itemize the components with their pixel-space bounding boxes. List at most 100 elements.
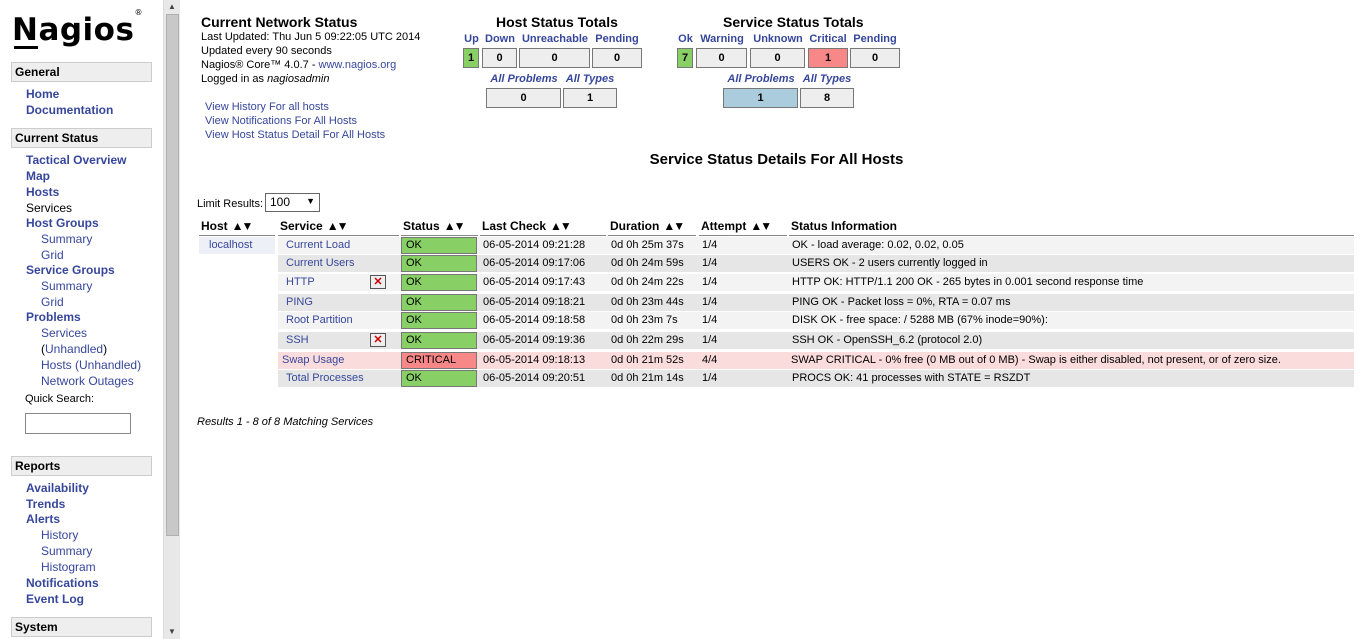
service-all-problems-count[interactable]: 1: [723, 88, 798, 108]
nav-problems-hosts-unhandled[interactable]: Hosts (Unhandled): [41, 358, 142, 372]
service-ok-count[interactable]: 7: [677, 48, 693, 68]
scroll-down-icon[interactable]: ▼: [168, 627, 176, 636]
row-last-check: 06-05-2014 09:17:06: [483, 257, 586, 269]
nav-problems-services-unhandled[interactable]: (Unhandled): [41, 342, 108, 356]
service-critical-count[interactable]: 1: [808, 48, 848, 68]
nagios-website-link[interactable]: www.nagios.org: [318, 59, 397, 71]
nav-host-groups[interactable]: Host Groups: [26, 216, 99, 230]
host-down-label[interactable]: Down: [485, 33, 515, 45]
nav-tactical-overview[interactable]: Tactical Overview: [26, 153, 127, 167]
host-down-count[interactable]: 0: [482, 48, 517, 68]
host-all-problems-label[interactable]: All Problems: [490, 73, 558, 85]
sidebar: Nagios® General Home Documentation Curre…: [0, 0, 163, 639]
sort-arrows-icon[interactable]: ▲▼: [663, 219, 685, 233]
nav-host-groups-summary[interactable]: Summary: [41, 232, 93, 246]
quick-search-label: Quick Search:: [25, 393, 95, 405]
row-service-link[interactable]: SSH: [286, 334, 309, 346]
service-unknown-count[interactable]: 0: [750, 48, 805, 68]
sort-arrows-icon[interactable]: ▲▼: [231, 219, 254, 233]
nav-problems[interactable]: Problems: [26, 310, 81, 324]
link-view-host-status[interactable]: View Host Status Detail For All Hosts: [205, 129, 386, 141]
service-critical-label[interactable]: Critical: [809, 33, 847, 45]
row-service-link[interactable]: Swap Usage: [282, 354, 345, 366]
nav-documentation[interactable]: Documentation: [26, 103, 114, 117]
limit-results-select[interactable]: 100 ▼: [265, 193, 320, 212]
sort-arrows-icon[interactable]: ▲▼: [326, 219, 349, 233]
row-host-link[interactable]: localhost: [199, 237, 275, 254]
row-status-badge: OK: [401, 255, 477, 272]
nav-alerts[interactable]: Alerts: [26, 512, 61, 526]
nagios-logo[interactable]: Nagios®: [12, 7, 143, 48]
col-header-last-check: Last Check ▲▼: [480, 219, 606, 236]
table-row: [278, 274, 1354, 291]
host-pending-count[interactable]: 0: [592, 48, 642, 68]
nav-hosts[interactable]: Hosts: [26, 185, 60, 199]
col-header-status: Status ▲▼: [401, 219, 478, 236]
host-unreachable-label[interactable]: Unreachable: [521, 33, 589, 45]
service-unknown-label[interactable]: Unknown: [753, 33, 803, 45]
service-pending-label[interactable]: Pending: [853, 33, 897, 45]
service-all-types-count[interactable]: 8: [800, 88, 854, 108]
row-last-check: 06-05-2014 09:19:36: [483, 334, 586, 346]
row-service-link[interactable]: PING: [286, 296, 313, 308]
nav-services[interactable]: Services: [26, 201, 73, 215]
col-header-service: Service ▲▼: [278, 219, 399, 236]
service-warning-count[interactable]: 0: [696, 48, 747, 68]
host-up-label[interactable]: Up: [464, 33, 479, 45]
row-service-link[interactable]: Current Load: [286, 239, 351, 251]
row-attempt: 1/4: [702, 296, 718, 308]
host-all-types-count[interactable]: 1: [563, 88, 617, 108]
row-attempt: 4/4: [702, 354, 718, 366]
link-view-notifications[interactable]: View Notifications For All Hosts: [205, 115, 358, 127]
sort-arrows-icon[interactable]: ▲▼: [550, 219, 572, 233]
nav-service-groups-grid[interactable]: Grid: [41, 295, 64, 309]
host-pending-label[interactable]: Pending: [595, 33, 639, 45]
sort-arrows-icon[interactable]: ▲▼: [443, 219, 466, 233]
scroll-thumb[interactable]: [166, 14, 179, 536]
nav-alerts-history[interactable]: History: [41, 528, 79, 542]
service-all-types-label[interactable]: All Types: [802, 73, 852, 85]
nav-host-groups-grid[interactable]: Grid: [41, 248, 64, 262]
row-duration: 0d 0h 21m 14s: [611, 372, 684, 384]
notifications-disabled-icon[interactable]: ✕: [370, 275, 386, 289]
row-status-info: SSH OK - OpenSSH_6.2 (protocol 2.0): [792, 334, 983, 346]
row-service-link[interactable]: HTTP: [286, 276, 315, 288]
service-ok-label[interactable]: Ok: [678, 33, 693, 45]
sort-arrows-icon[interactable]: ▲▼: [750, 219, 772, 233]
nav-alerts-histogram[interactable]: Histogram: [41, 560, 96, 574]
host-unreachable-count[interactable]: 0: [519, 48, 590, 68]
nav-map[interactable]: Map: [26, 169, 50, 183]
row-last-check: 06-05-2014 09:18:13: [483, 354, 586, 366]
row-service-link[interactable]: Total Processes: [286, 372, 364, 384]
nav-network-outages[interactable]: Network Outages: [41, 374, 134, 388]
host-all-types-label[interactable]: All Types: [565, 73, 615, 85]
nav-home[interactable]: Home: [26, 87, 60, 101]
quick-search-input[interactable]: [25, 413, 131, 434]
nav-trends[interactable]: Trends: [26, 497, 66, 511]
row-service-link[interactable]: Root Partition: [286, 314, 353, 326]
row-service-link[interactable]: Current Users: [286, 257, 355, 269]
row-duration: 0d 0h 23m 44s: [611, 296, 684, 308]
service-warning-label[interactable]: Warning: [700, 33, 744, 45]
section-current-status-header: Current Status: [11, 128, 152, 148]
scroll-up-icon[interactable]: ▲: [168, 2, 176, 11]
nav-service-groups[interactable]: Service Groups: [26, 263, 115, 277]
row-attempt: 1/4: [702, 257, 718, 269]
row-status-badge: OK: [401, 274, 477, 291]
nav-event-log[interactable]: Event Log: [26, 592, 85, 606]
nav-availability[interactable]: Availability: [26, 481, 89, 495]
nav-notifications[interactable]: Notifications: [26, 576, 99, 590]
nav-problems-services[interactable]: Services: [41, 326, 88, 340]
nav-service-groups-summary[interactable]: Summary: [41, 279, 93, 293]
link-view-history[interactable]: View History For all hosts: [205, 101, 329, 113]
sidebar-scrollbar[interactable]: ▲ ▼: [163, 0, 180, 639]
notifications-disabled-icon[interactable]: ✕: [370, 333, 386, 347]
limit-results-label: Limit Results:: [197, 198, 264, 210]
row-status-badge: OK: [401, 332, 477, 349]
service-all-problems-label[interactable]: All Problems: [727, 73, 795, 85]
last-updated: Last Updated: Thu Jun 5 09:22:05 UTC 201…: [201, 31, 421, 43]
host-up-count[interactable]: 1: [463, 48, 479, 68]
host-all-problems-count[interactable]: 0: [486, 88, 561, 108]
service-pending-count[interactable]: 0: [850, 48, 900, 68]
nav-alerts-summary[interactable]: Summary: [41, 544, 93, 558]
